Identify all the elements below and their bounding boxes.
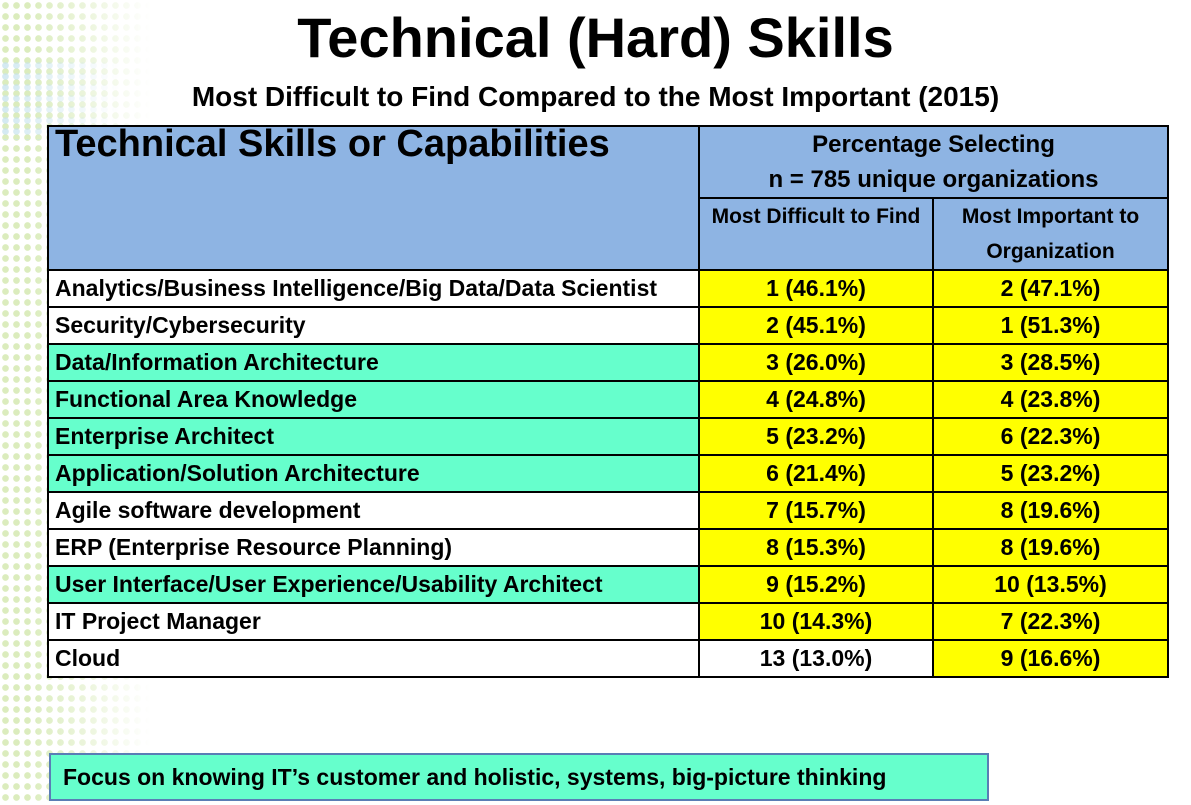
table-row: Functional Area Knowledge 4 (24.8%) 4 (23.… bbox=[47, 380, 1169, 419]
most-difficult-cell: 1 (46.1%) bbox=[698, 269, 934, 308]
skill-name-cell: Data/Information Architecture bbox=[47, 343, 700, 382]
skill-name-cell: IT Project Manager bbox=[47, 602, 700, 641]
page-subtitle: Most Difficult to Find Compared to the M… bbox=[191, 81, 1000, 112]
most-important-cell: 8 (19.6%) bbox=[932, 528, 1169, 567]
most-important-cell: 3 (28.5%) bbox=[932, 343, 1169, 382]
percentage-header-line2: n = 785 unique organizations bbox=[768, 166, 1099, 193]
footer-callout: Focus on knowing IT’s customer and holis… bbox=[49, 753, 989, 801]
skills-table-body: Analytics/Business Intelligence/Big Data… bbox=[47, 269, 1169, 678]
most-important-cell: 1 (51.3%) bbox=[932, 306, 1169, 345]
percentage-header: Percentage Selecting n = 785 unique orga… bbox=[698, 125, 1169, 199]
skill-name-cell: User Interface/User Experience/Usability… bbox=[47, 565, 700, 604]
table-row: Analytics/Business Intelligence/Big Data… bbox=[47, 269, 1169, 308]
table-row: User Interface/User Experience/Usability… bbox=[47, 565, 1169, 604]
skill-name-cell: Functional Area Knowledge bbox=[47, 380, 700, 419]
skill-name-cell: Cloud bbox=[47, 639, 700, 678]
most-important-cell: 10 (13.5%) bbox=[932, 565, 1169, 604]
most-difficult-cell: 3 (26.0%) bbox=[698, 343, 934, 382]
most-difficult-header: Most Difficult to Find bbox=[698, 197, 934, 271]
table-row: Agile software development 7 (15.7%) 8 (19… bbox=[47, 491, 1169, 530]
most-difficult-cell: 13 (13.0%) bbox=[698, 639, 934, 678]
table-row: Application/Solution Architecture 6 (21.4… bbox=[47, 454, 1169, 493]
skill-name-cell: Application/Solution Architecture bbox=[47, 454, 700, 493]
most-important-cell: 4 (23.8%) bbox=[932, 380, 1169, 419]
skills-table: Technical Skills or Capabilities Percent… bbox=[47, 125, 1169, 678]
most-difficult-cell: 4 (24.8%) bbox=[698, 380, 934, 419]
most-important-cell: 9 (16.6%) bbox=[932, 639, 1169, 678]
most-difficult-cell: 9 (15.2%) bbox=[698, 565, 934, 604]
skills-column-header: Technical Skills or Capabilities bbox=[47, 125, 700, 271]
most-important-cell: 2 (47.1%) bbox=[932, 269, 1169, 308]
skill-name-cell: Agile software development bbox=[47, 491, 700, 530]
most-important-cell: 8 (19.6%) bbox=[932, 491, 1169, 530]
table-row: Data/Information Architecture 3 (26.0%) 3 … bbox=[47, 343, 1169, 382]
most-important-cell: 6 (22.3%) bbox=[932, 417, 1169, 456]
skill-name-cell: Security/Cybersecurity bbox=[47, 306, 700, 345]
most-difficult-cell: 6 (21.4%) bbox=[698, 454, 934, 493]
skill-name-cell: Analytics/Business Intelligence/Big Data… bbox=[47, 269, 700, 308]
table-row: Security/Cybersecurity 2 (45.1%) 1 (51.3%) bbox=[47, 306, 1169, 345]
most-difficult-cell: 2 (45.1%) bbox=[698, 306, 934, 345]
table-row: Enterprise Architect 5 (23.2%) 6 (22.3%) bbox=[47, 417, 1169, 456]
most-important-header: Most Important to Organization bbox=[932, 197, 1169, 271]
most-difficult-cell: 8 (15.3%) bbox=[698, 528, 934, 567]
most-important-cell: 5 (23.2%) bbox=[932, 454, 1169, 493]
most-important-cell: 7 (22.3%) bbox=[932, 602, 1169, 641]
table-row: IT Project Manager 10 (14.3%) 7 (22.3%) bbox=[47, 602, 1169, 641]
most-difficult-cell: 10 (14.3%) bbox=[698, 602, 934, 641]
skill-name-cell: ERP (Enterprise Resource Planning) bbox=[47, 528, 700, 567]
percentage-header-line1: Percentage Selecting bbox=[812, 131, 1055, 158]
table-subheader-row: Most Difficult to Find Most Important to… bbox=[48, 197, 1169, 271]
most-difficult-cell: 7 (15.7%) bbox=[698, 491, 934, 530]
table-header-row: Technical Skills or Capabilities Percent… bbox=[47, 125, 1169, 271]
table-row: Cloud 13 (13.0%) 9 (16.6%) bbox=[47, 639, 1169, 678]
table-row: ERP (Enterprise Resource Planning) 8 (15.… bbox=[47, 528, 1169, 567]
page-title: Technical (Hard) Skills bbox=[297, 6, 894, 69]
skill-name-cell: Enterprise Architect bbox=[47, 417, 700, 456]
most-difficult-cell: 5 (23.2%) bbox=[698, 417, 934, 456]
